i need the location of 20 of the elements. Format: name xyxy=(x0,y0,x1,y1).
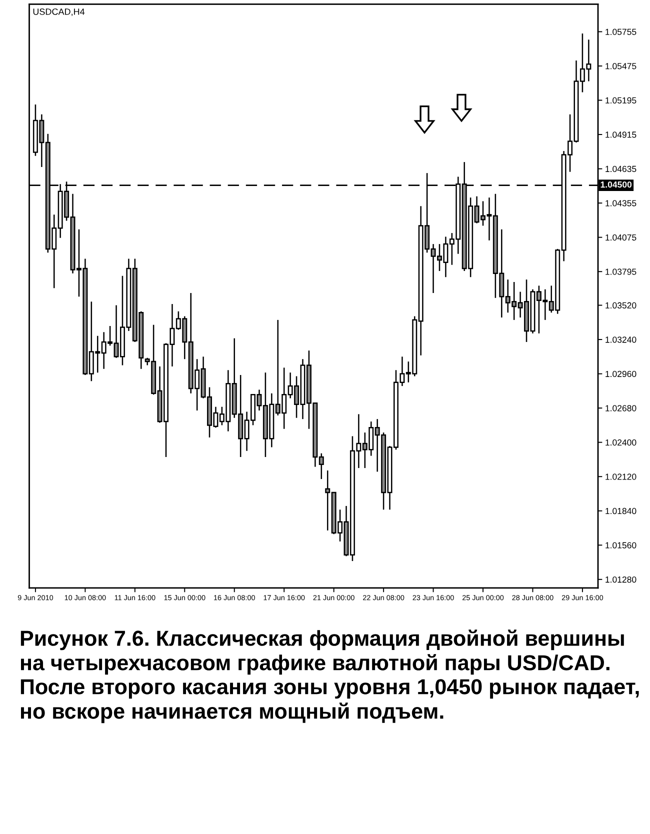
y-tick-label: 1.03795 xyxy=(606,268,636,275)
y-tick-label: 1.02960 xyxy=(606,370,636,378)
text: Рисунок 7.6. Классическая формация двойной вершины на четырехчасовом графике валютной пары USD/CAD. После второго касания зоны уровня 1,0450 рынок падает, но вскоре начинается мощный подъем. xyxy=(20,630,639,724)
y-tick-label: 1.03240 xyxy=(606,336,636,343)
y-tick-label: 1.04075 xyxy=(606,234,636,241)
y-tick-label: 1.01560 xyxy=(606,542,636,548)
y-tick-label: 1.01280 xyxy=(606,576,636,583)
y-tick-label: 1.04635 xyxy=(606,166,636,172)
y-tick-label: 1.04915 xyxy=(606,132,636,138)
y-tick-label: 1.02680 xyxy=(606,405,636,412)
y-tick-label: 1.04355 xyxy=(606,200,636,206)
chart-title: USDCAD,H4 xyxy=(33,8,85,16)
y-tick-label: 1.02400 xyxy=(606,439,636,446)
y-tick-label: 1.05195 xyxy=(606,97,636,104)
y-tick-label: 1.02120 xyxy=(606,474,636,480)
y-tick-label: 1.01840 xyxy=(606,508,636,514)
y-tick-label: 1.03520 xyxy=(606,302,636,309)
y-tick-label: 1.05475 xyxy=(606,63,636,70)
ref-line-label: 1.04500 xyxy=(600,181,632,188)
y-tick-label: 1.05755 xyxy=(606,28,636,35)
